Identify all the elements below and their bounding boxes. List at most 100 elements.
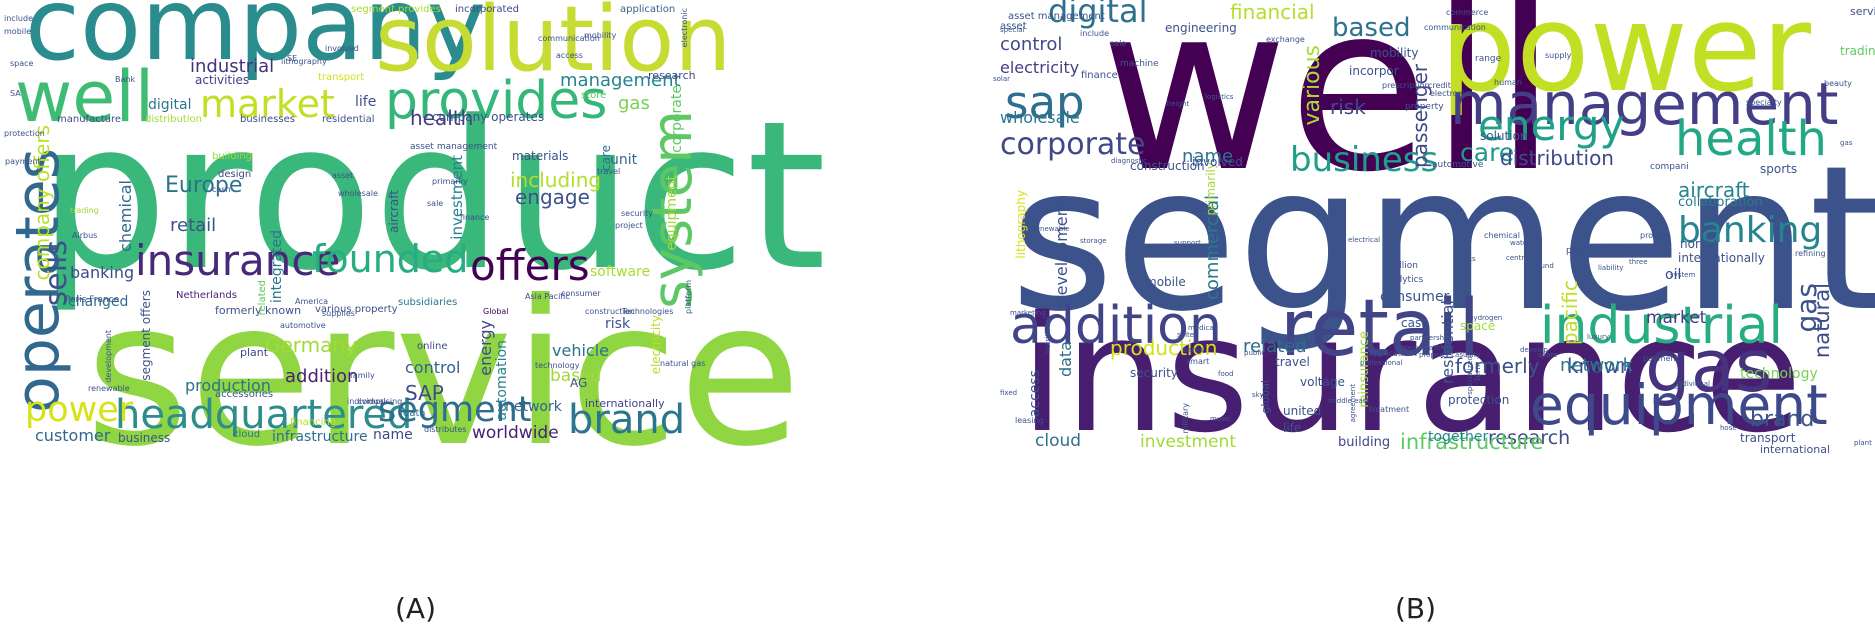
wordcloud-word: changed — [68, 294, 129, 310]
wordcloud-word: prescription — [1382, 81, 1430, 90]
wordcloud-word: food — [1218, 370, 1234, 378]
wordcloud-word: cloud — [1035, 431, 1082, 451]
wordcloud-word: solar — [993, 75, 1011, 83]
wordcloud-word: Airbus — [72, 231, 98, 240]
wordcloud-word: communication — [1424, 23, 1486, 32]
wordcloud-word: support — [1174, 239, 1201, 247]
wordcloud-word: research — [1488, 427, 1571, 449]
wordcloud-word: gas — [1840, 139, 1853, 147]
wordcloud-word: automotive — [280, 321, 326, 330]
wordcloud-word: electronic — [680, 8, 689, 48]
wordcloud-word: communication — [538, 34, 600, 43]
wordcloud-word: collaboration — [1678, 195, 1763, 210]
wordcloud-word: vehicle — [552, 341, 609, 360]
wordcloud-word: business — [1290, 140, 1439, 180]
wordcloud-word: gas — [1645, 324, 1773, 408]
wordcloud-word: SE — [287, 54, 298, 63]
wordcloud-word: network — [505, 399, 562, 415]
wordcloud-word: banking — [1678, 210, 1823, 251]
wordcloud-word: diagnostic — [1111, 157, 1148, 165]
wordcloud-word: water — [1510, 239, 1530, 247]
wordcloud-word: logistics — [1205, 93, 1234, 101]
wordcloud-word: technology — [535, 361, 580, 370]
wordcloud-word: internationally — [1678, 251, 1765, 265]
wordcloud-word: consumer — [1380, 289, 1450, 305]
wordcloud-word: management — [560, 70, 681, 91]
wordcloud-word: construction — [1130, 159, 1205, 173]
wordcloud-word: mobile — [4, 27, 32, 36]
wordcloud-word: together — [1428, 429, 1489, 445]
wordcloud-word: mobility — [1370, 46, 1419, 60]
wordcloud-word: worldwide — [472, 423, 559, 443]
wordcloud-word: liability — [1598, 264, 1624, 272]
wordcloud-word: cash — [212, 185, 231, 194]
wordcloud-word: human — [1494, 78, 1522, 87]
wordcloud-word: including — [510, 168, 602, 192]
wordcloud-word: investment — [448, 155, 466, 240]
wordcloud-word: segment offers — [139, 290, 153, 381]
wordcloud-word: renewable — [1033, 225, 1070, 233]
wordcloud-word: development — [1052, 200, 1071, 306]
wordcloud-word: Germany — [265, 333, 357, 357]
wordcloud-word: control — [405, 358, 461, 377]
wordcloud-word: online — [417, 341, 448, 352]
wordcloud-word: based — [1332, 13, 1411, 43]
wordcloud-word: distribution — [145, 114, 202, 125]
wordcloud-word: service — [85, 258, 802, 491]
wordcloud-word: energy — [476, 320, 495, 376]
wordcloud-word: asset management — [410, 142, 498, 152]
wordcloud-word: digital — [148, 97, 192, 113]
wordcloud-word: asset — [332, 171, 354, 180]
wordcloud-word: activities — [195, 73, 250, 87]
wordcloud-word: materials — [512, 149, 569, 163]
wordcloud-word: system — [1670, 271, 1696, 279]
wordcloud-word: infrastructure — [272, 429, 368, 445]
wordcloud-a: product service company solution well provide… — [0, 0, 835, 540]
wordcloud-word: platform — [684, 280, 693, 314]
wordcloud-word: leasing — [1015, 416, 1044, 425]
wordcloud-word: plant — [240, 346, 269, 359]
wordcloud-word: primarily — [432, 177, 468, 186]
wordcloud-word: supplies — [322, 309, 355, 318]
wordcloud-word: network — [1560, 355, 1634, 376]
wordcloud-word: corporate — [669, 85, 685, 153]
wordcloud-word: segment — [1010, 123, 1875, 356]
wordcloud-word: research — [648, 69, 696, 82]
wordcloud-word: analytics — [1383, 275, 1424, 285]
wordcloud-word: insurance — [135, 236, 341, 285]
wordcloud-word: application — [620, 4, 676, 15]
wordcloud-word: security — [1130, 366, 1178, 380]
wordcloud-word: protection — [4, 129, 45, 138]
wordcloud-word: application — [1369, 349, 1414, 358]
wordcloud-word: mobility — [584, 31, 617, 40]
wordcloud-word: distribution — [1500, 146, 1614, 170]
wordcloud-word: banking — [70, 263, 135, 282]
wordcloud-word: Europe — [165, 173, 243, 198]
wordcloud-word: electricity — [1000, 58, 1080, 77]
wordcloud-word: asset — [1000, 21, 1027, 32]
wordcloud-word: wholesale — [338, 189, 378, 198]
wordcloud-word: solution — [1480, 129, 1528, 143]
wordcloud-word: insurance — [1020, 281, 1803, 468]
wordcloud-word: oil — [1665, 267, 1682, 283]
wordcloud-word: power — [1440, 0, 1811, 119]
wordcloud-word: family — [350, 371, 375, 380]
wordcloud-word: mobile — [1145, 275, 1186, 289]
wordcloud-word: technology — [1740, 366, 1818, 382]
wordcloud-word: equipment — [664, 175, 680, 251]
wordcloud-word: platform — [1566, 246, 1605, 256]
wordcloud-word: million — [1388, 261, 1418, 271]
wordcloud-word: aircraft — [1678, 178, 1750, 202]
wordcloud-word: company offers — [30, 125, 54, 281]
wordcloud-word: brand — [1750, 407, 1815, 432]
wordcloud-word: term — [1473, 362, 1482, 381]
wordcloud-word: compani — [1650, 162, 1689, 172]
wordcloud-word: renewable — [88, 384, 130, 393]
wordcloud-word: risk — [605, 316, 631, 332]
wordcloud-word: trading — [70, 206, 99, 215]
wordcloud-word: range — [1475, 54, 1502, 64]
wordcloud-word: formerly — [1455, 354, 1540, 378]
wordcloud-word: medical — [1188, 324, 1216, 332]
wordcloud-word: industrial — [190, 56, 275, 77]
wordcloud-word: aircraft — [387, 190, 401, 233]
